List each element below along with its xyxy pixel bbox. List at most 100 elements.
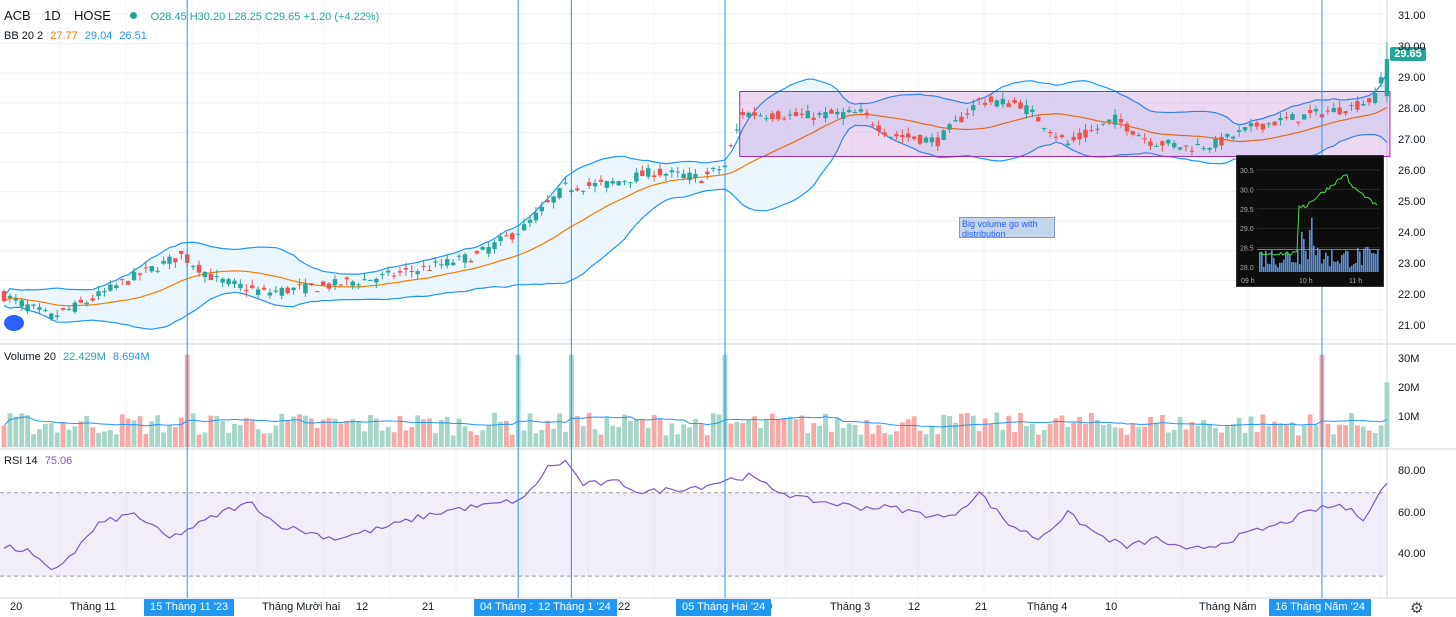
- volume-bar: [586, 412, 592, 447]
- date-marker-tag: 04 Tháng 1: [474, 599, 542, 616]
- inset-volume-bar: [1309, 230, 1311, 272]
- rsi-axis-label: 40.00: [1398, 548, 1426, 561]
- candle-body: [894, 134, 899, 137]
- volume-bar: [592, 429, 598, 447]
- settings-gear-icon[interactable]: ⚙: [1410, 600, 1424, 617]
- inset-x-label: 09 h: [1241, 278, 1255, 285]
- candle-body: [734, 129, 740, 131]
- rsi-line: [3, 459, 1388, 571]
- candle-body: [1272, 121, 1277, 126]
- volume-bar: [1112, 427, 1118, 447]
- volume-bar: [172, 427, 178, 447]
- volume-bar: [320, 419, 326, 447]
- inset-y-label: 30.5: [1240, 168, 1254, 175]
- volume-bar: [858, 434, 864, 447]
- candle-body: [888, 136, 893, 138]
- candle-body: [368, 279, 373, 281]
- volume-bar: [66, 429, 72, 447]
- volume-bar: [929, 426, 935, 447]
- volume-bar: [421, 419, 427, 447]
- inset-y-label: 29.5: [1240, 207, 1254, 214]
- time-axis-label: Tháng Năm: [1199, 601, 1257, 613]
- volume-bar: [675, 434, 681, 447]
- volume-bar: [1183, 429, 1189, 447]
- volume-bar: [1272, 421, 1278, 447]
- volume-label: Volume 20: [4, 351, 56, 363]
- candle-body: [1112, 114, 1118, 125]
- candle-body: [125, 281, 131, 285]
- volume-bar: [669, 423, 675, 447]
- tradingview-logo-icon[interactable]: [4, 315, 24, 331]
- bb-legend[interactable]: BB 20 2 27.77 29.04 26.51: [4, 30, 151, 42]
- rsi-legend[interactable]: RSI 14 75.06: [4, 455, 72, 467]
- date-marker-tag: 05 Tháng Hai '24: [676, 599, 772, 616]
- volume-bar: [959, 413, 964, 447]
- candle-body: [498, 236, 503, 241]
- ohlc-values: O28.45 H30.20 L28.25 C29.65 +1.20 (+4.22…: [150, 11, 380, 23]
- volume-bar: [752, 416, 757, 447]
- volume-bar: [190, 413, 196, 447]
- volume-bar: [107, 429, 113, 447]
- candle-body: [575, 188, 580, 191]
- symbol-legend[interactable]: ACB 1D HOSE O28.45 H30.20 L28.25 C29.65 …: [4, 8, 383, 23]
- time-axis-label: 10: [1105, 601, 1118, 613]
- bb-band-fill: [4, 72, 1387, 330]
- volume-bar: [1089, 412, 1094, 447]
- candle-body: [580, 190, 586, 192]
- candle-body: [54, 315, 60, 317]
- volume-bar: [474, 434, 480, 447]
- inset-volume-bar: [1323, 258, 1325, 272]
- volume-bar: [385, 426, 391, 447]
- inset-volume-bar: [1351, 265, 1353, 272]
- volume-bar: [657, 418, 663, 447]
- volume-bar: [326, 418, 332, 447]
- volume-bar: [90, 427, 96, 447]
- inset-volume-bar: [1273, 258, 1275, 272]
- candle-body: [799, 113, 805, 115]
- volume-bar: [1260, 414, 1266, 447]
- price-axis-label: 21.00: [1398, 319, 1426, 332]
- candle-body: [1083, 129, 1088, 138]
- inset-volume-bar: [1343, 253, 1345, 272]
- candle-body: [758, 115, 763, 117]
- volume-bar: [1047, 423, 1053, 447]
- inset-volume-bar: [1299, 264, 1301, 272]
- date-marker-tag: 12 Tháng 1 '24: [532, 599, 617, 616]
- volume-bar: [763, 419, 769, 447]
- volume-bar: [935, 434, 941, 447]
- volume-bar: [823, 413, 828, 447]
- volume-bar: [633, 419, 639, 447]
- date-marker-tag: 15 Tháng 11 '23: [144, 599, 235, 616]
- volume-legend[interactable]: Volume 20 22.429M 8.694M: [4, 351, 150, 363]
- candle-body: [870, 124, 875, 126]
- volume-bar: [1124, 434, 1130, 447]
- candle-body: [965, 113, 970, 115]
- volume-bar: [563, 431, 568, 447]
- candle-body: [374, 278, 379, 283]
- candle-body: [285, 287, 290, 294]
- candle-body: [492, 242, 497, 249]
- volume-bar: [639, 419, 645, 447]
- candle-body: [1136, 135, 1141, 137]
- volume-bar: [1378, 425, 1384, 447]
- inset-x-label: 10 h: [1299, 278, 1313, 285]
- candle-body: [1307, 110, 1313, 114]
- status-dot-icon: [130, 12, 138, 19]
- candle-body: [380, 274, 385, 276]
- volume-bar: [681, 424, 687, 447]
- annotation-note[interactable]: Big volume go with distribution: [959, 217, 1055, 239]
- candle-body: [1095, 128, 1100, 130]
- volume-bar: [521, 430, 527, 447]
- volume-bar: [456, 418, 462, 447]
- price-axis-label: 31.00: [1398, 10, 1426, 23]
- inset-volume-bar: [1307, 259, 1309, 272]
- volume-bar: [1307, 414, 1313, 447]
- volume-bar: [1195, 425, 1201, 447]
- volume-bar: [1278, 423, 1283, 447]
- candle-body: [976, 98, 982, 100]
- volume-bar: [1224, 426, 1230, 447]
- candle-body: [167, 256, 172, 264]
- volume-ma-line: [3, 416, 1388, 428]
- candle-body: [250, 285, 255, 288]
